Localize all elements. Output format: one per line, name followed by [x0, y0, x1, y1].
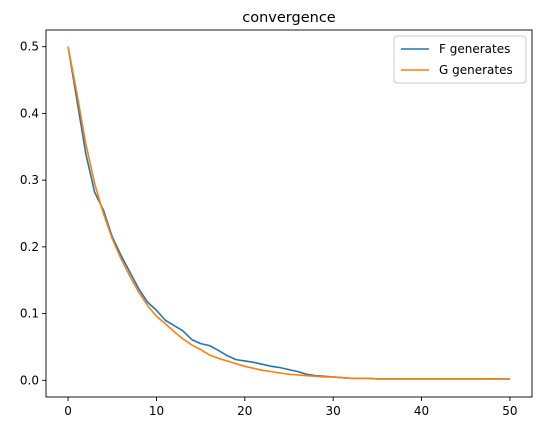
- series-line-1: [67, 46, 510, 380]
- x-tick-label: 40: [414, 404, 429, 418]
- legend: F generates G generates: [393, 35, 527, 84]
- x-tick-label: 50: [502, 404, 517, 418]
- chart-title: convergence: [242, 10, 336, 26]
- legend-label-2: G generates: [439, 63, 513, 77]
- axes: 0 10 20 30 40 50 0.0 0.1 0.2 0.3 0.4 0.5: [20, 29, 533, 418]
- plot-area: [67, 46, 510, 380]
- legend-box: [393, 35, 527, 84]
- legend-label-1: F generates: [439, 42, 510, 56]
- axes-frame: [45, 29, 533, 398]
- x-tick-label: 30: [326, 404, 341, 418]
- y-tick-label: 0.1: [20, 307, 39, 321]
- x-tick-label: 20: [237, 404, 252, 418]
- x-tick-label: 10: [149, 404, 164, 418]
- y-tick-label: 0.0: [20, 373, 39, 387]
- y-tick-label: 0.2: [20, 240, 39, 254]
- y-tick-label: 0.3: [20, 173, 39, 187]
- x-tick-label: 0: [64, 404, 72, 418]
- series-line-2: [67, 46, 510, 380]
- y-tick-label: 0.5: [20, 40, 39, 54]
- y-tick-label: 0.4: [20, 106, 39, 120]
